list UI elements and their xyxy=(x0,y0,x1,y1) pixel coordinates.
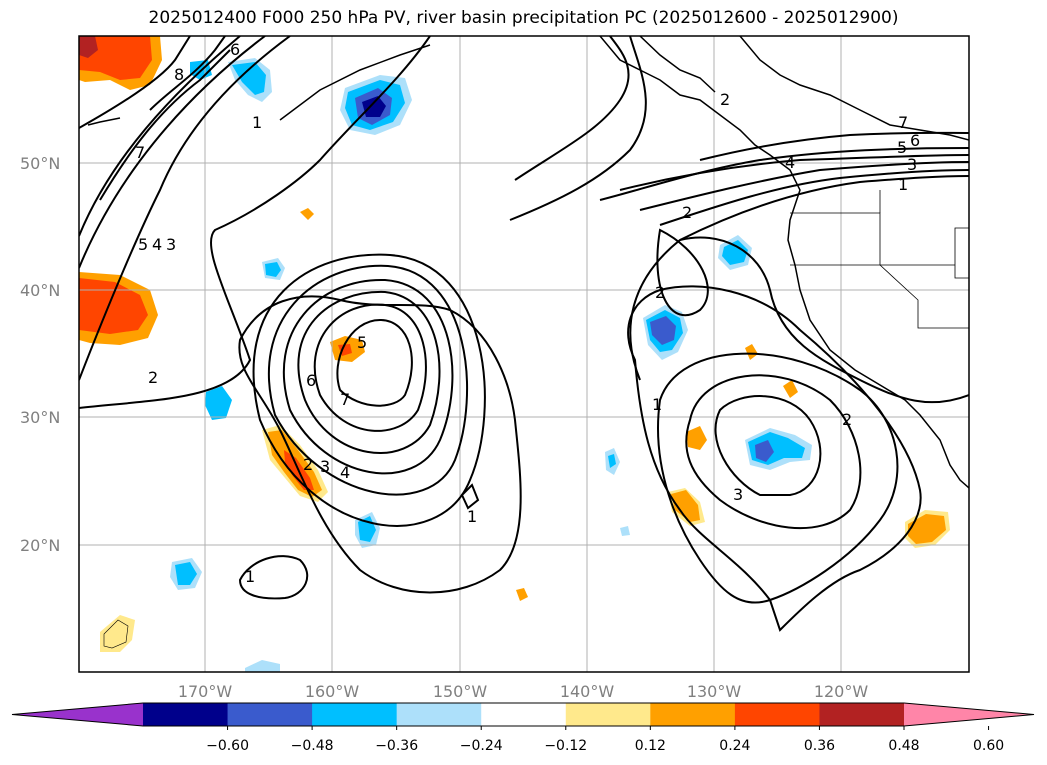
contour-label: 2 xyxy=(842,410,852,429)
contour-label: 5 xyxy=(897,138,907,157)
pv-contours xyxy=(79,36,969,632)
latitude-labels: 50°N 40°N 30°N 20°N xyxy=(20,154,60,555)
contour-label: 3 xyxy=(166,235,176,254)
colorbar-extend-min xyxy=(12,703,143,726)
contour-label: 3 xyxy=(733,485,743,504)
lon-label: 130°W xyxy=(687,682,742,701)
lat-label: 30°N xyxy=(20,408,60,427)
contour-label: 8 xyxy=(174,65,184,84)
colorbar-swatch xyxy=(396,703,482,726)
contour-label: 5 xyxy=(138,235,148,254)
colorbar-tick-label: −0.60 xyxy=(206,738,249,754)
lon-label: 120°W xyxy=(814,682,869,701)
contour-label: 6 xyxy=(306,371,316,390)
contour-label: 7 xyxy=(135,143,145,162)
lat-label: 20°N xyxy=(20,536,60,555)
contour-label: 3 xyxy=(320,457,330,476)
lon-label: 160°W xyxy=(305,682,360,701)
lat-label: 50°N xyxy=(20,154,60,173)
coastlines xyxy=(87,36,969,489)
colorbar-tick-label: −0.48 xyxy=(291,738,334,754)
colorbar-extend-max xyxy=(904,703,1034,726)
colorbar-tick-label: 0.12 xyxy=(635,738,666,754)
lon-label: 140°W xyxy=(560,682,615,701)
lat-label: 40°N xyxy=(20,281,60,300)
colorbar-swatch xyxy=(565,703,651,726)
colorbar-swatch xyxy=(819,703,905,726)
colorbar-swatch xyxy=(650,703,736,726)
contour-label: 6 xyxy=(910,131,920,150)
map-frame xyxy=(78,35,970,673)
colorbar-swatch xyxy=(734,703,820,726)
colorbar-tick-label: −0.36 xyxy=(375,738,418,754)
contour-label: 1 xyxy=(245,567,255,586)
gridlines xyxy=(79,36,969,672)
contour-label: 7 xyxy=(340,390,350,409)
colorbar-tick-label: −0.24 xyxy=(460,738,503,754)
contour-label: 4 xyxy=(152,235,162,254)
contour-label: 2 xyxy=(148,368,158,387)
contour-label: 4 xyxy=(340,463,350,482)
state-borders xyxy=(790,190,969,329)
colorbar-tick-label: 0.48 xyxy=(888,738,919,754)
colorbar-tick-label: 0.24 xyxy=(719,738,750,754)
colorbar-swatch xyxy=(143,703,229,726)
contour-label: 5 xyxy=(357,333,367,352)
contour-label: 2 xyxy=(682,203,692,222)
colorbar-tick-label: 0.36 xyxy=(804,738,835,754)
colorbar-tick-label: 0.60 xyxy=(973,738,1004,754)
contour-label: 7 xyxy=(898,113,908,132)
lon-label: 150°W xyxy=(433,682,488,701)
colorbar-tick-label: −0.12 xyxy=(544,738,587,754)
colorbar-swatch xyxy=(227,703,313,726)
contour-label: 3 xyxy=(907,155,917,174)
contour-label: 2 xyxy=(303,455,313,474)
colorbar-swatch xyxy=(312,703,398,726)
contour-label: 2 xyxy=(720,90,730,109)
contour-label: 1 xyxy=(652,395,662,414)
contour-labels: 8 6 7 1 5 4 3 2 5 6 7 2 3 4 1 1 2 3 2 7 … xyxy=(135,40,920,586)
colorbar-outline xyxy=(11,702,1035,727)
lon-label: 170°W xyxy=(178,682,233,701)
colorbar-swatch xyxy=(481,703,567,726)
contour-label: 1 xyxy=(252,113,262,132)
colorbar: −0.60 −0.48 −0.36 −0.24 −0.12 0.12 0.24 0.36 0.4… xyxy=(11,702,1035,754)
contour-label: 4 xyxy=(785,153,795,172)
contour-label: 1 xyxy=(467,507,477,526)
contour-label: 6 xyxy=(230,40,240,59)
map-background xyxy=(79,36,969,672)
longitude-labels: 170°W 160°W 150°W 140°W 130°W 120°W xyxy=(178,682,869,701)
contour-label: 2 xyxy=(655,283,665,302)
map-title: 2025012400 F000 250 hPa PV, river basin … xyxy=(148,8,899,28)
contour-label: 1 xyxy=(898,175,908,194)
